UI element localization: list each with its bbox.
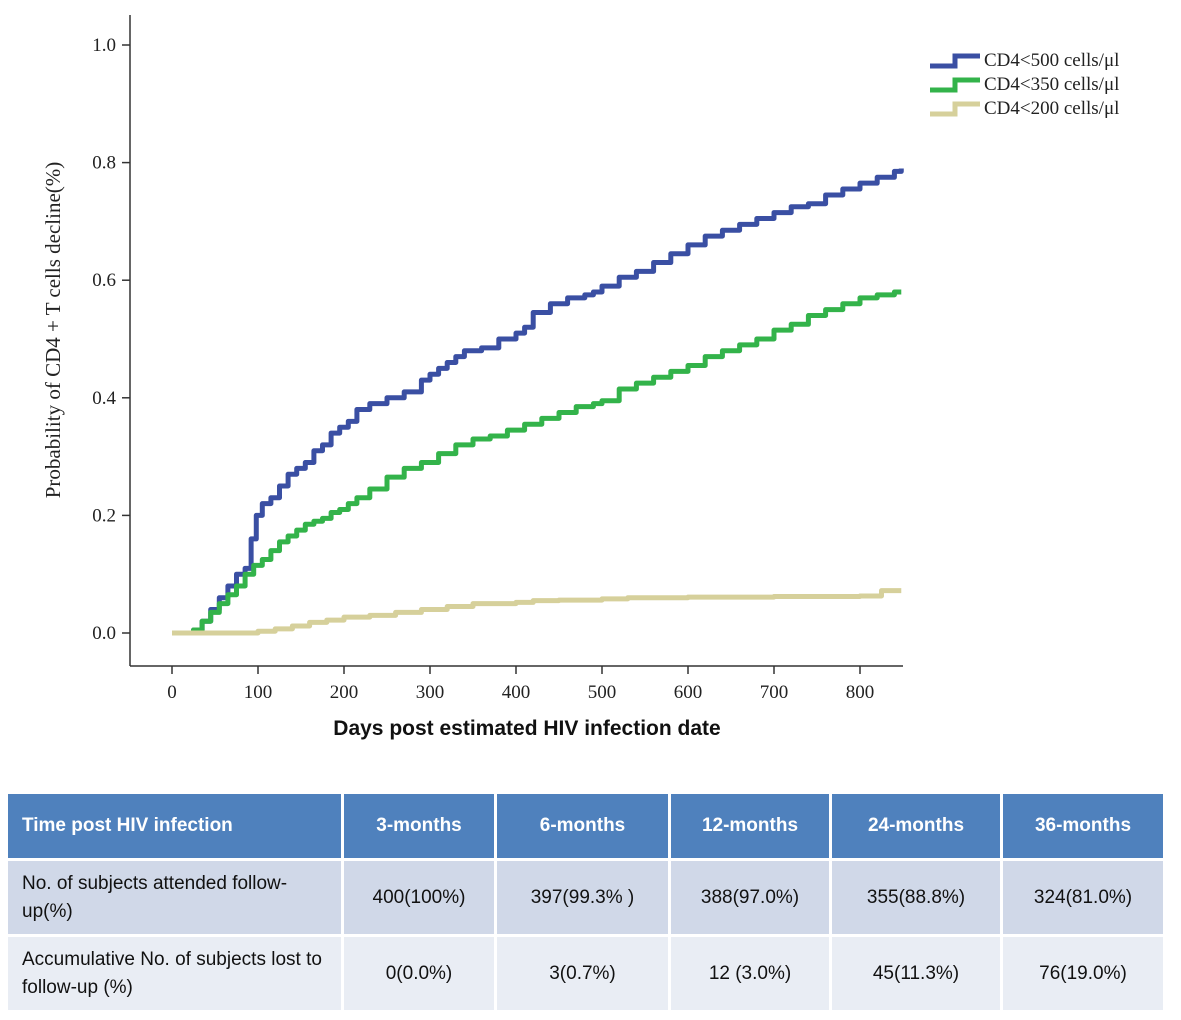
header-time-post-infection: Time post HIV infection <box>8 794 344 861</box>
y-tick-label: 0.4 <box>92 388 116 409</box>
legend-label: CD4<350 cells/μl <box>984 74 1119 95</box>
table-row: Accumulative No. of subjects lost to fol… <box>8 935 1166 1013</box>
series-line-2 <box>172 588 902 636</box>
y-tick-label: 0.8 <box>92 153 116 174</box>
x-tick-label: 700 <box>760 682 789 703</box>
y-tick-label: 0.6 <box>92 270 116 291</box>
header-6-months: 6-months <box>495 794 671 861</box>
x-tick-label: 800 <box>846 682 875 703</box>
y-tick-label: 1.0 <box>92 35 116 56</box>
x-ticks: 0 100 200 300 400 500 600 700 800 <box>167 666 874 703</box>
header-12-months: 12-months <box>669 794 832 861</box>
legend-label: CD4<500 cells/μl <box>984 50 1119 71</box>
x-tick-label: 600 <box>674 682 703 703</box>
table-row: No. of subjects attended follow-up(%) 40… <box>8 859 1166 937</box>
legend-label: CD4<200 cells/μl <box>984 98 1119 119</box>
x-tick-label: 500 <box>588 682 617 703</box>
header-24-months: 24-months <box>830 794 1003 861</box>
follow-up-table: Time post HIV infection 3-months 6-month… <box>8 794 1166 1013</box>
x-axis-label: Days post estimated HIV infection date <box>333 717 720 740</box>
x-tick-label: 400 <box>502 682 531 703</box>
series-line-0 <box>172 168 904 636</box>
legend-swatch <box>930 53 980 69</box>
table-cell: 324(81.0%) <box>1001 859 1166 937</box>
y-ticks: 0.0 0.2 0.4 0.6 0.8 1.0 <box>92 35 130 644</box>
header-3-months: 3-months <box>342 794 497 861</box>
table-cell: 400(100%) <box>342 859 497 937</box>
table-cell: 355(88.8%) <box>830 859 1003 937</box>
x-tick-label: 200 <box>330 682 359 703</box>
x-tick-label: 300 <box>416 682 445 703</box>
legend: CD4<500 cells/μl CD4<350 cells/μl CD4<200 … <box>930 50 1119 119</box>
header-36-months: 36-months <box>1001 794 1166 861</box>
legend-swatch <box>930 77 980 93</box>
row-label: Accumulative No. of subjects lost to fol… <box>8 935 344 1013</box>
y-tick-label: 0.0 <box>92 623 116 644</box>
table-cell: 388(97.0%) <box>669 859 832 937</box>
table-cell: 0(0.0%) <box>342 935 497 1013</box>
row-label: No. of subjects attended follow-up(%) <box>8 859 344 937</box>
legend-swatch <box>930 101 980 117</box>
x-tick-label: 100 <box>244 682 273 703</box>
y-axis-label: Probability of CD4 + T cells decline(%) <box>41 162 65 499</box>
table-cell: 397(99.3% ) <box>495 859 671 937</box>
table-header-row: Time post HIV infection 3-months 6-month… <box>8 794 1166 861</box>
table-cell: 76(19.0%) <box>1001 935 1166 1013</box>
table-cell: 3(0.7%) <box>495 935 671 1013</box>
survival-chart: 0.0 0.2 0.4 0.6 0.8 1.0 0 100 200 300 400 500 600 70… <box>41 15 1119 740</box>
table-cell: 45(11.3%) <box>830 935 1003 1013</box>
series-lines <box>172 168 904 636</box>
x-tick-label: 0 <box>167 682 177 703</box>
table-cell: 12 (3.0%) <box>669 935 832 1013</box>
series-line-1 <box>172 289 902 636</box>
y-tick-label: 0.2 <box>92 505 116 526</box>
